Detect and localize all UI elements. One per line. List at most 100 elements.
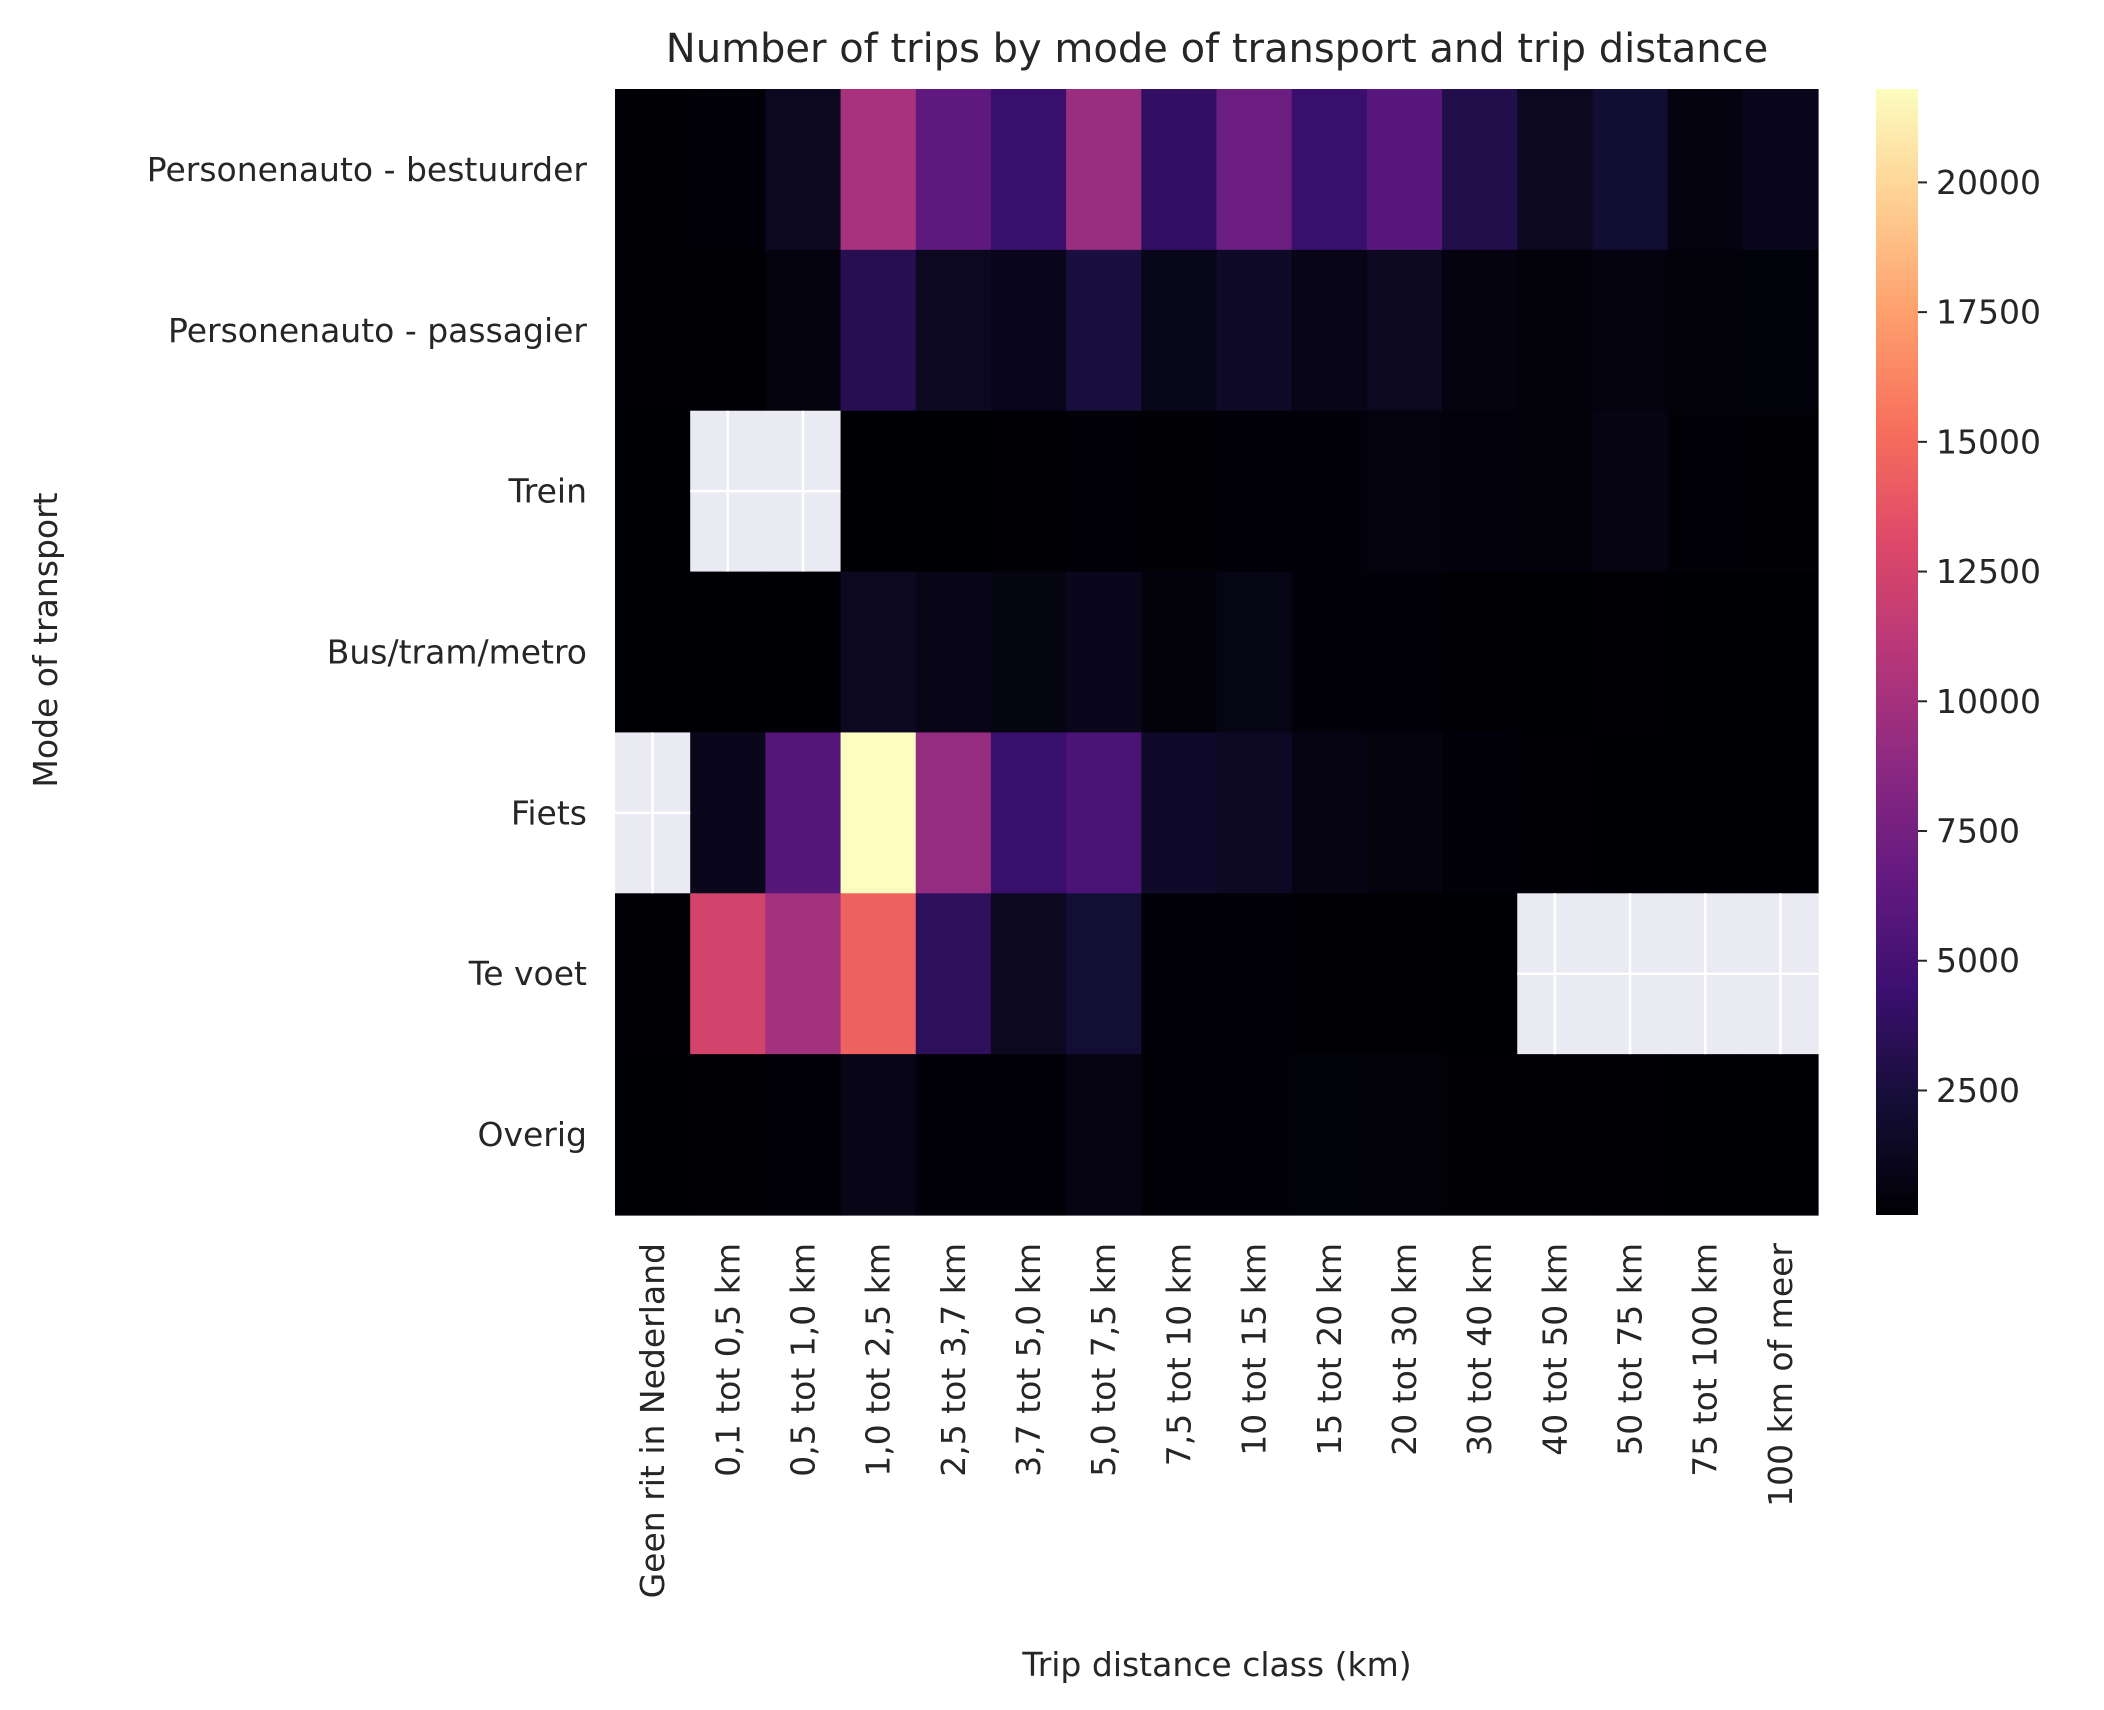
heatmap-cell [1141, 249, 1218, 412]
heatmap-cell [1667, 571, 1744, 734]
colorbar-tick-label: 20000 [1936, 163, 2041, 202]
colorbar-ticks: 2500 5000 7500 10000 12500 15000 17500 20000 [1918, 163, 2041, 1110]
heatmap-cell [915, 571, 992, 734]
heatmap-cell [840, 89, 917, 251]
colorbar-tick-label: 5000 [1936, 941, 2020, 980]
heatmap-cell [990, 1054, 1067, 1216]
heatmap-cell [1517, 249, 1594, 412]
heatmap-cell [765, 893, 842, 1055]
heatmap-cell [690, 571, 766, 734]
colorbar-gradient [1876, 89, 1918, 1215]
heatmap-cell [1216, 893, 1293, 1055]
heatmap-cell [990, 410, 1067, 573]
heatmap-cell [1667, 1054, 1744, 1216]
heatmap-cell [990, 571, 1067, 734]
heatmap-cell [1291, 249, 1368, 412]
y-tick-label: Fiets [511, 793, 587, 832]
heatmap-cell [1442, 249, 1518, 412]
x-tick-label: 20 tot 30 km [1385, 1243, 1424, 1456]
heatmap-cell [990, 249, 1067, 412]
y-axis-label: Mode of transport [26, 492, 65, 787]
y-tick-label: Personenauto - bestuurder [147, 150, 588, 189]
heatmap-cell [1216, 249, 1293, 412]
heatmap-cell [1517, 410, 1594, 573]
heatmap-cell [915, 249, 992, 412]
x-tick-label: 75 tot 100 km [1686, 1243, 1725, 1477]
heatmap-cell [840, 732, 917, 894]
heatmap-cell [840, 249, 917, 412]
heatmap-cell [840, 893, 917, 1055]
heatmap-cell [990, 893, 1067, 1055]
x-axis-label: Trip distance class (km) [1021, 1645, 1411, 1684]
heatmap-cell [1442, 732, 1518, 894]
heatmap-cell [1667, 410, 1744, 573]
heatmap-cell [1442, 89, 1518, 251]
heatmap-cell [615, 1054, 691, 1216]
heatmap-cell [690, 1054, 766, 1216]
heatmap-cell [840, 1054, 917, 1216]
x-tick-label: 0,5 tot 1,0 km [783, 1243, 822, 1477]
heatmap-cell [690, 893, 766, 1055]
heatmap-cell [765, 89, 842, 251]
heatmap-cell [1366, 1054, 1443, 1216]
x-tick-label: 50 tot 75 km [1611, 1243, 1650, 1456]
heatmap-cell [1742, 1054, 1819, 1216]
heatmap-cell [690, 249, 766, 412]
heatmap-cell [765, 732, 842, 894]
x-tick-label: 2,5 tot 3,7 km [934, 1243, 973, 1477]
heatmap-cell [765, 571, 842, 734]
heatmap-cell [1366, 571, 1443, 734]
heatmap-cell [915, 732, 992, 894]
heatmap-cell [1592, 410, 1669, 573]
heatmap-cell [1442, 410, 1518, 573]
heatmap-cell [840, 410, 917, 573]
heatmap-cell [915, 1054, 992, 1216]
heatmap-cell [1066, 571, 1142, 734]
x-tick-label: 100 km of meer [1761, 1243, 1800, 1507]
x-tick-label: 0,1 tot 0,5 km [708, 1243, 747, 1477]
y-tick-label: Personenauto - passagier [168, 311, 587, 350]
heatmap-cell [1366, 732, 1443, 894]
heatmap-cell [990, 89, 1067, 251]
x-tick-label: 15 tot 20 km [1310, 1243, 1349, 1456]
heatmap-cell [765, 249, 842, 412]
heatmap-cell [1366, 410, 1443, 573]
heatmap-cell [1517, 732, 1594, 894]
y-tick-label: Bus/tram/metro [327, 633, 587, 672]
heatmap-cell [615, 893, 691, 1055]
heatmap-cells [615, 89, 1819, 1216]
heatmap-cell [1141, 893, 1218, 1055]
heatmap-cell [1592, 732, 1669, 894]
heatmap-cell [1291, 732, 1368, 894]
heatmap-cell [1066, 732, 1142, 894]
heatmap-cell [1291, 89, 1368, 251]
heatmap-cell [1442, 1054, 1518, 1216]
heatmap-cell [1216, 89, 1293, 251]
heatmap-cell [1667, 89, 1744, 251]
heatmap-cell [1141, 1054, 1218, 1216]
heatmap-cell [840, 571, 917, 734]
heatmap-cell [1366, 893, 1443, 1055]
heatmap-cell [1442, 893, 1518, 1055]
heatmap-cell [1742, 249, 1819, 412]
heatmap-cell [1141, 732, 1218, 894]
heatmap-cell [1216, 571, 1293, 734]
heatmap-cell [1517, 571, 1594, 734]
heatmap-cell [1742, 732, 1819, 894]
chart-title: Number of trips by mode of transport and… [666, 26, 1768, 72]
heatmap-cell [690, 732, 766, 894]
heatmap-cell [1066, 89, 1142, 251]
heatmap-cell [1291, 893, 1368, 1055]
x-tick-label: 1,0 tot 2,5 km [859, 1243, 898, 1477]
y-tick-label: Trein [507, 472, 587, 511]
heatmap-cell [1667, 249, 1744, 412]
heatmap-cell [1216, 410, 1293, 573]
heatmap-cell [1216, 732, 1293, 894]
heatmap-cell [1366, 249, 1443, 412]
heatmap-cell [1592, 571, 1669, 734]
heatmap-cell [615, 89, 691, 251]
x-tick-label: 7,5 tot 10 km [1159, 1243, 1198, 1466]
y-tick-label: Te voet [468, 954, 587, 993]
heatmap-cell [1066, 249, 1142, 412]
